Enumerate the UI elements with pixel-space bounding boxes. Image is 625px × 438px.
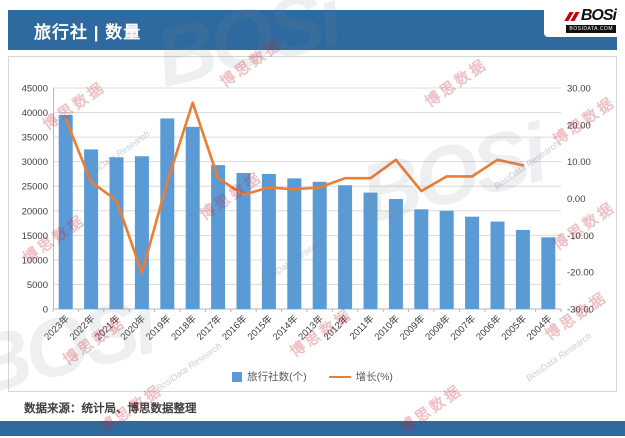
svg-text:2022年: 2022年	[67, 312, 98, 343]
page-title: 旅行社 | 数量	[34, 22, 142, 42]
svg-text:-10.00: -10.00	[567, 231, 594, 242]
svg-text:2011年: 2011年	[347, 312, 377, 342]
svg-text:2014年: 2014年	[270, 312, 301, 343]
svg-text:2021年: 2021年	[92, 312, 123, 343]
svg-text:35000: 35000	[22, 133, 48, 144]
logo-domain: BOSIDATA.COM	[566, 24, 616, 33]
svg-text:2023年: 2023年	[42, 312, 73, 343]
svg-text:2019年: 2019年	[143, 312, 174, 343]
svg-text:5000: 5000	[27, 280, 48, 291]
bottom-accent-bar	[0, 421, 625, 436]
svg-text:2007年: 2007年	[448, 312, 479, 343]
chart-panel: 0 5000 10000 15000 20000 25000 30000 35000 40000…	[8, 56, 617, 392]
svg-text:-20.00: -20.00	[567, 268, 594, 279]
svg-text:10.00: 10.00	[567, 157, 591, 168]
legend-item-line: 增长(%)	[328, 369, 393, 384]
svg-text:2017年: 2017年	[194, 312, 225, 343]
legend-label-bars: 旅行社数(个)	[247, 371, 307, 383]
svg-text:45000: 45000	[22, 84, 48, 95]
svg-text:-30.00: -30.00	[567, 305, 594, 316]
svg-text:0: 0	[43, 305, 48, 316]
svg-text:10000: 10000	[22, 255, 48, 266]
svg-text:20000: 20000	[22, 206, 48, 217]
svg-text:2013年: 2013年	[296, 312, 327, 343]
legend-item-bars: 旅行社数(个)	[232, 369, 307, 384]
header-bar: 旅行社 | 数量	[8, 10, 617, 50]
logo-word: BOSi	[580, 6, 617, 24]
bosi-logo: BOSi BOSIDATA.COM	[544, 3, 620, 37]
svg-text:2004年: 2004年	[524, 312, 555, 343]
legend-label-line: 增长(%)	[355, 371, 393, 383]
svg-text:2006年: 2006年	[473, 312, 504, 343]
svg-text:25000: 25000	[22, 182, 48, 193]
bosi-logo-top: BOSi	[564, 6, 617, 24]
svg-text:2012年: 2012年	[321, 312, 352, 343]
svg-text:2005年: 2005年	[499, 312, 530, 343]
svg-text:2015年: 2015年	[245, 312, 276, 343]
svg-text:2010年: 2010年	[372, 312, 403, 343]
svg-text:2020年: 2020年	[118, 312, 149, 343]
svg-text:2008年: 2008年	[423, 312, 454, 343]
chart-legend: 旅行社数(个) 增长(%)	[9, 369, 616, 384]
svg-text:2009年: 2009年	[397, 312, 428, 343]
svg-text:30000: 30000	[22, 157, 48, 168]
svg-text:0.00: 0.00	[567, 194, 586, 205]
svg-text:2016年: 2016年	[219, 312, 250, 343]
data-source-note: 数据来源：统计局、博思数据整理	[24, 403, 197, 415]
logo-stripes-icon	[564, 11, 580, 21]
line-swatch-icon	[328, 375, 351, 378]
svg-text:15000: 15000	[22, 231, 48, 242]
combo-chart-svg: 0 5000 10000 15000 20000 25000 30000 35000 40000…	[22, 84, 594, 343]
bar-swatch-icon	[232, 371, 243, 382]
svg-text:20.00: 20.00	[567, 120, 591, 131]
svg-text:30.00: 30.00	[567, 84, 591, 95]
svg-text:40000: 40000	[22, 108, 48, 119]
svg-text:2018年: 2018年	[169, 312, 200, 343]
